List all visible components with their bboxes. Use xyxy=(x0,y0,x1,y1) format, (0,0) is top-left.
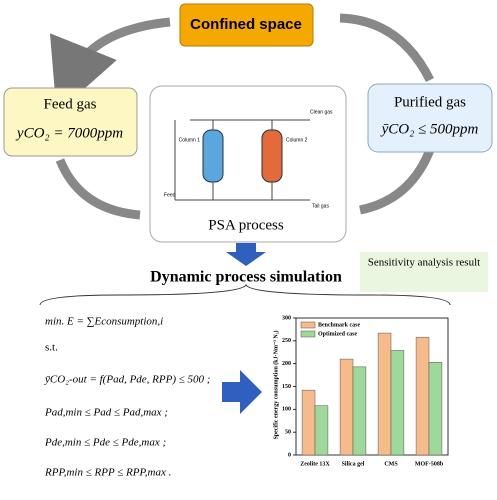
bar xyxy=(352,366,367,456)
purified-formula: ȳCO₂ ≤ 500ppm xyxy=(380,121,479,137)
psa-box xyxy=(149,85,347,243)
tail-label: Tail gas xyxy=(312,203,329,209)
purified-label: Purified gas xyxy=(394,94,466,110)
objective: min. E = ∑Econsumption,i xyxy=(45,316,163,328)
col1-label: Column 1 xyxy=(179,137,201,143)
constraint: RPP,min ≤ RPP ≤ RPP,max . xyxy=(44,467,171,479)
bar xyxy=(390,350,405,456)
feed-label: Feed gas xyxy=(44,96,97,112)
right-arrow xyxy=(222,370,262,414)
feed-formula: yCO₂ = 7000ppm xyxy=(15,125,123,141)
x-tick-label: MOF-508b xyxy=(415,461,444,467)
sim-title: Dynamic process simulation xyxy=(150,269,342,286)
constraint: Pad,min ≤ Pad ≤ Pad,max ; xyxy=(44,407,168,419)
y-tick-label: 100 xyxy=(282,407,291,413)
bar xyxy=(314,405,329,456)
sensitivity: Sensitivity analysis result xyxy=(368,257,480,269)
clean-label: Clean gas xyxy=(310,109,333,115)
psa-piping xyxy=(174,119,310,201)
x-tick-label: CMS xyxy=(384,461,398,467)
constraint: Pde,min ≤ Pde ≤ Pde,max ; xyxy=(44,437,166,449)
column-2 xyxy=(261,129,283,183)
y-tick-label: 0 xyxy=(288,452,291,458)
confined-label: Confined space xyxy=(190,16,302,33)
y-axis-label: Specific energy consumption (kJ·Nm⁻³ N₂) xyxy=(272,330,279,439)
bar xyxy=(428,362,443,456)
constraint: ȳCO₂-out = f(Pad, Pde, RPP) ≤ 500 ; xyxy=(44,374,210,386)
x-tick-label: Silica gel xyxy=(342,461,365,467)
y-tick-label: 50 xyxy=(285,430,291,436)
y-tick-label: 250 xyxy=(282,338,291,344)
col2-label: Column 2 xyxy=(286,137,308,143)
sensitivity-box xyxy=(360,252,488,292)
bar xyxy=(415,336,430,456)
confined-box xyxy=(179,3,314,47)
brace xyxy=(39,284,451,306)
legend-swatch xyxy=(300,330,316,338)
down-arrow xyxy=(226,243,266,266)
y-tick-label: 200 xyxy=(282,361,291,367)
y-tick-label: 150 xyxy=(282,384,291,390)
st: s.t. xyxy=(45,342,58,354)
feed-box xyxy=(3,87,138,157)
y-tick-label: 300 xyxy=(282,315,291,321)
legend-label: Benchmark case xyxy=(318,322,360,328)
feed-in-label: Feed xyxy=(164,192,176,198)
legend-label: Optimized case xyxy=(318,331,357,337)
psa-label: PSA process xyxy=(208,217,284,233)
x-tick-label: Zeolite 13X xyxy=(300,461,330,467)
bar xyxy=(301,389,316,456)
purified-box xyxy=(367,83,493,153)
legend-swatch xyxy=(300,321,316,329)
cycle-arrows xyxy=(49,13,435,220)
bar xyxy=(377,332,392,456)
bar xyxy=(339,358,354,456)
column-1 xyxy=(202,129,224,183)
